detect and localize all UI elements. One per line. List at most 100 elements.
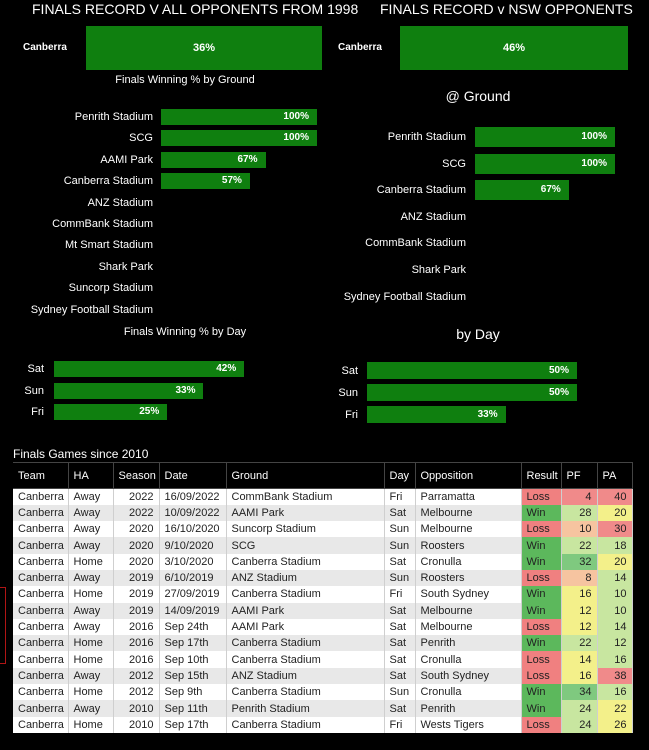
table-row[interactable]: Canberra Home 2019 27/09/2019 Canberra Stadi…: [13, 586, 633, 603]
cell-pa: 14: [597, 618, 633, 636]
cell-day: Sun: [384, 684, 416, 701]
cell-opposition: Melbourne: [415, 602, 522, 619]
column-header-date[interactable]: Date: [159, 462, 227, 489]
cell-result: Loss: [521, 569, 562, 587]
cell-ha: Home: [68, 684, 114, 701]
table-row[interactable]: Canberra Away 2022 10/09/2022 AAMI Park Sat Me…: [13, 504, 633, 522]
nsw-day-bar: 33%: [367, 406, 506, 423]
table-row[interactable]: Canberra Home 2012 Sep 9th Canberra Stadium S…: [13, 684, 633, 701]
games-table-title: Finals Games since 2010: [13, 447, 149, 461]
cell-team: Canberra: [13, 700, 69, 717]
cell-ground: ANZ Stadium: [226, 667, 385, 685]
cell-ha: Home: [68, 716, 114, 733]
cell-day: Sun: [384, 537, 416, 554]
cell-pa: 18: [597, 537, 633, 554]
cell-ground: AAMI Park: [226, 504, 385, 522]
table-row[interactable]: Canberra Away 2020 16/10/2020 Suncorp Stadiu…: [13, 521, 633, 538]
cell-result: Win: [521, 684, 562, 701]
table-row[interactable]: Canberra Away 2022 16/09/2022 CommBank Stadi…: [13, 488, 633, 505]
ground-bar: 100%: [161, 109, 317, 125]
cell-day: Sat: [384, 667, 416, 685]
cell-pa: 26: [597, 716, 633, 733]
column-header-opposition[interactable]: Opposition: [415, 462, 522, 489]
cell-date: Sep 10th: [159, 651, 227, 668]
table-row[interactable]: Canberra Home 2020 3/10/2020 Canberra Stadiu…: [13, 553, 633, 570]
cell-team: Canberra: [13, 586, 69, 603]
cell-ha: Away: [68, 602, 114, 619]
cell-opposition: Melbourne: [415, 618, 522, 636]
table-row[interactable]: Canberra Home 2010 Sep 17th Canberra Stadium…: [13, 716, 633, 733]
cell-day: Fri: [384, 488, 416, 505]
cell-day: Sat: [384, 635, 416, 652]
cell-team: Canberra: [13, 635, 69, 652]
selection-marker: [0, 587, 6, 664]
cell-team: Canberra: [13, 667, 69, 685]
cell-result: Win: [521, 602, 562, 619]
cell-ha: Home: [68, 586, 114, 603]
cell-pf: 12: [561, 602, 598, 619]
overall-nsw-label: Canberra: [338, 42, 382, 53]
cell-team: Canberra: [13, 716, 69, 733]
cell-pa: 10: [597, 602, 633, 619]
column-header-pf[interactable]: PF: [561, 462, 598, 489]
day-bar: 33%: [54, 382, 204, 399]
column-header-season[interactable]: Season: [113, 462, 160, 489]
cell-ha: Away: [68, 488, 114, 505]
cell-pa: 12: [597, 635, 633, 652]
ground-label: Canberra Stadium: [63, 175, 153, 188]
cell-ground: Penrith Stadium: [226, 700, 385, 717]
column-header-team[interactable]: Team: [13, 462, 69, 489]
cell-team: Canberra: [13, 553, 69, 570]
overall-nsw-bar: 46%: [400, 26, 628, 70]
cell-ha: Away: [68, 618, 114, 636]
table-row[interactable]: Canberra Away 2019 6/10/2019 ANZ Stadium Sun R…: [13, 569, 633, 587]
overall-all-label: Canberra: [23, 42, 67, 53]
cell-date: Sep 17th: [159, 716, 227, 733]
cell-season: 2020: [113, 521, 160, 538]
nsw-day-label: Sun: [338, 386, 358, 399]
cell-pa: 40: [597, 488, 633, 505]
table-row[interactable]: Canberra Away 2020 9/10/2020 SCG Sun Roosters W…: [13, 537, 633, 554]
cell-ground: ANZ Stadium: [226, 569, 385, 587]
cell-pa: 30: [597, 521, 633, 538]
cell-team: Canberra: [13, 537, 69, 554]
cell-day: Sun: [384, 569, 416, 587]
table-row[interactable]: Canberra Home 2016 Sep 17th Canberra Stadium…: [13, 635, 633, 652]
cell-team: Canberra: [13, 684, 69, 701]
cell-pf: 16: [561, 586, 598, 603]
column-header-result[interactable]: Result: [521, 462, 562, 489]
cell-opposition: South Sydney: [415, 667, 522, 685]
nsw-ground-label: ANZ Stadium: [400, 210, 466, 223]
cell-date: 3/10/2020: [159, 553, 227, 570]
cell-season: 2016: [113, 635, 160, 652]
table-row[interactable]: Canberra Away 2010 Sep 11th Penrith Stadium S…: [13, 700, 633, 717]
cell-team: Canberra: [13, 618, 69, 636]
cell-result: Loss: [521, 716, 562, 733]
cell-pf: 12: [561, 618, 598, 636]
cell-opposition: South Sydney: [415, 586, 522, 603]
cell-pa: 14: [597, 569, 633, 587]
cell-season: 2016: [113, 651, 160, 668]
cell-season: 2016: [113, 618, 160, 636]
cell-pa: 22: [597, 700, 633, 717]
cell-pa: 16: [597, 684, 633, 701]
cell-opposition: Penrith: [415, 700, 522, 717]
table-row[interactable]: Canberra Away 2019 14/09/2019 AAMI Park Sat Me…: [13, 602, 633, 619]
cell-result: Win: [521, 635, 562, 652]
cell-season: 2010: [113, 700, 160, 717]
cell-day: Sat: [384, 602, 416, 619]
cell-date: Sep 17th: [159, 635, 227, 652]
ground-label: CommBank Stadium: [52, 218, 153, 230]
table-row[interactable]: Canberra Home 2016 Sep 10th Canberra Stadium…: [13, 651, 633, 668]
column-header-day[interactable]: Day: [384, 462, 416, 489]
table-row[interactable]: Canberra Away 2012 Sep 15th ANZ Stadium Sat So…: [13, 667, 633, 685]
column-header-pa[interactable]: PA: [597, 462, 633, 489]
column-header-ground[interactable]: Ground: [226, 462, 385, 489]
table-row[interactable]: Canberra Away 2016 Sep 24th AAMI Park Sat Melb…: [13, 618, 633, 636]
cell-season: 2019: [113, 586, 160, 603]
nsw-ground-bar: 67%: [475, 180, 569, 201]
cell-pa: 10: [597, 586, 633, 603]
column-header-ha[interactable]: HA: [68, 462, 114, 489]
cell-season: 2019: [113, 602, 160, 619]
ground-label: AAMI Park: [100, 153, 153, 166]
